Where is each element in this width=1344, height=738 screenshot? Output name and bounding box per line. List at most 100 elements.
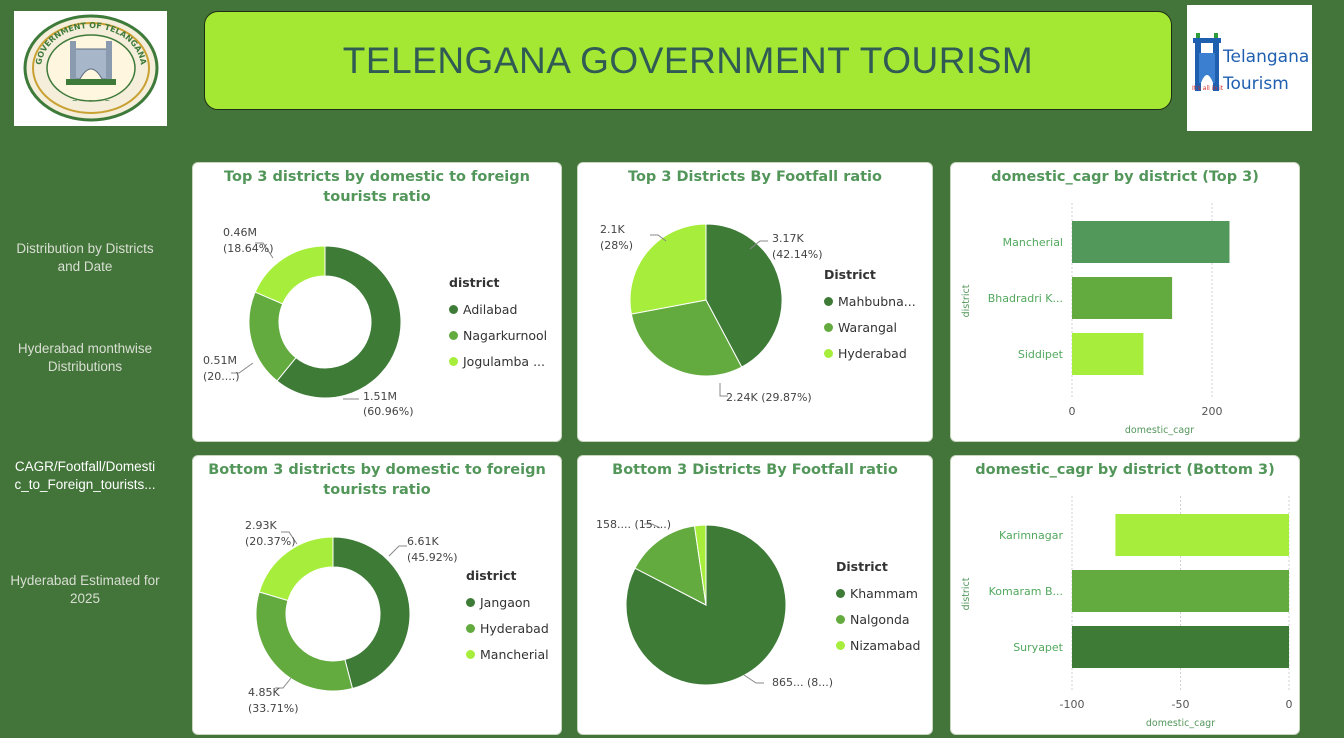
pie-data-label: (42.14%): [772, 248, 823, 261]
y-axis-title: district: [961, 284, 972, 317]
legend-marker-icon: [824, 348, 833, 358]
card-bottom3-footfall: Bottom 3 Districts By Footfall ratio 865…: [577, 455, 933, 735]
svg-text:~ ~ ~ ~ ~: ~ ~ ~ ~ ~: [72, 97, 110, 105]
donut-chart-top3-ratio: 1.51M (60.96%) 0.51M (20....) 0.46M (18.64%): [203, 226, 414, 418]
chart-title: domestic_cagr by district (Bottom 3): [975, 462, 1275, 478]
legend-item[interactable]: Adilabad: [449, 296, 547, 322]
legend-item[interactable]: Mahbubna...: [824, 288, 916, 314]
legend-item[interactable]: Mancherial: [466, 641, 549, 667]
pie-data-label: 6.61K: [407, 535, 439, 548]
telangana-tourism-logo: Telangana Tourism It's all in it: [1187, 5, 1312, 131]
bar[interactable]: [1072, 626, 1289, 668]
y-category-label: Suryapet: [1013, 641, 1063, 654]
pie-slice[interactable]: [629, 223, 707, 315]
pie-slice[interactable]: [258, 536, 334, 602]
legend-item[interactable]: Hyderabad: [824, 340, 916, 366]
pie-slice[interactable]: [276, 245, 402, 399]
nav-cagr-footfall[interactable]: CAGR/Footfall/Domesti c_to_Foreign_touri…: [14, 459, 156, 492]
y-category-label: Siddipet: [1018, 348, 1064, 361]
donut-chart-bottom3-ratio: 6.61K (45.92%) 4.85K (33.71%) 2.93K (20.37%): [245, 519, 458, 715]
pie-slice[interactable]: [630, 299, 743, 377]
pie-data-label: 0.46M: [223, 226, 257, 239]
nav-distribution-by-districts[interactable]: Distribution by Districts and Date: [16, 241, 154, 274]
pie-slice[interactable]: [634, 525, 707, 606]
label-leader-line: [255, 242, 274, 259]
card-bottom3-domestic-foreign: Bottom 3 districts by domestic to foreig…: [192, 455, 562, 735]
y-axis-title: district: [961, 577, 972, 610]
chart-title: Top 3 districts by domestic to foreign t…: [224, 169, 530, 205]
x-axis-title: domestic_cagr: [1125, 425, 1194, 436]
pie-slice[interactable]: [254, 245, 326, 305]
chart-legend: District Mahbubna... Warangal Hyderabad: [824, 267, 916, 366]
pie-data-label: 4.85K: [248, 686, 280, 699]
pie-data-label: 3.17K: [772, 232, 804, 245]
pie-data-label: 158.... (15....): [596, 518, 671, 531]
legend-marker-icon: [836, 640, 845, 650]
bar[interactable]: [1072, 333, 1144, 375]
logo-word-tourism: Tourism: [1222, 74, 1289, 94]
logo-word-telangana: Telangana: [1222, 47, 1309, 67]
bar-chart-bottom3-cagr: -100 -50 0 Karimnagar Komaram B... Suryapet do…: [961, 496, 1293, 729]
legend-marker-icon: [824, 296, 833, 306]
pie-slice[interactable]: [332, 536, 411, 690]
bar[interactable]: [1115, 514, 1289, 556]
chart-title: Top 3 Districts By Footfall ratio: [628, 169, 882, 185]
legend-item[interactable]: Warangal: [824, 314, 916, 340]
page-title: TELENGANA GOVERNMENT TOURISM: [342, 39, 1034, 81]
legend-item[interactable]: Khammam: [836, 580, 920, 606]
x-tick-label: 0: [1286, 698, 1293, 711]
card-top3-cagr: domestic_cagr by district (Top 3) 0 200 Ma…: [950, 162, 1300, 442]
pie-data-label: 2.1K: [600, 223, 625, 236]
label-leader-line: [650, 234, 667, 242]
pie-data-label: (60.96%): [363, 405, 414, 418]
x-tick-label: 0: [1069, 405, 1076, 418]
chart-legend: district Adilabad Nagarkurnool Jogulamba…: [449, 275, 547, 374]
chart-title: Bottom 3 Districts By Footfall ratio: [612, 462, 898, 478]
chart-legend: District Khammam Nalgonda Nizamabad: [836, 559, 920, 658]
label-leader-line: [743, 674, 764, 684]
legend-item[interactable]: Nalgonda: [836, 606, 920, 632]
x-tick-label: -50: [1172, 698, 1190, 711]
legend-title: District: [836, 559, 888, 574]
charminar-icon: [1193, 33, 1221, 91]
pie-data-label: (28%): [600, 239, 633, 252]
pie-data-label: 0.51M: [203, 354, 237, 367]
legend-item[interactable]: Nagarkurnool: [449, 322, 547, 348]
legend-marker-icon: [836, 588, 845, 598]
nav-hyderabad-monthwise[interactable]: Hyderabad monthwise Distributions: [17, 341, 153, 374]
y-category-label: Karimnagar: [999, 529, 1063, 542]
legend-marker-icon: [466, 623, 475, 633]
legend-marker-icon: [449, 304, 458, 314]
nav-hyderabad-estimated[interactable]: Hyderabad Estimated for 2025: [10, 573, 160, 606]
label-leader-line: [644, 523, 661, 529]
pie-data-label: (45.92%): [407, 551, 458, 564]
bar[interactable]: [1072, 277, 1173, 319]
pie-data-label: (33.71%): [248, 702, 299, 715]
x-axis-title: domestic_cagr: [1146, 718, 1215, 729]
legend-marker-icon: [824, 322, 833, 332]
pie-data-label: 865... (8...): [772, 676, 833, 689]
y-category-label: Bhadradri K...: [988, 292, 1063, 305]
label-leader-line: [281, 531, 298, 545]
legend-title: District: [824, 267, 876, 282]
pie-data-label: (18.64%): [223, 242, 274, 255]
pie-data-label: (20....): [203, 370, 240, 383]
x-tick-label: -100: [1060, 698, 1085, 711]
title-banner: TELENGANA GOVERNMENT TOURISM: [204, 11, 1172, 110]
legend-item[interactable]: Nizamabad: [836, 632, 920, 658]
pie-slice[interactable]: [255, 591, 354, 692]
legend-marker-icon: [836, 614, 845, 624]
bar[interactable]: [1072, 221, 1230, 263]
pie-slice[interactable]: [705, 223, 783, 368]
pie-slice[interactable]: [693, 524, 707, 606]
label-leader-line: [749, 240, 768, 250]
legend-item[interactable]: Jogulamba ...: [449, 348, 547, 374]
legend-item[interactable]: Jangaon: [466, 589, 549, 615]
legend-marker-icon: [449, 356, 458, 366]
label-leader-line: [388, 545, 407, 557]
legend-title: district: [449, 275, 500, 290]
bar[interactable]: [1072, 570, 1289, 612]
legend-item[interactable]: Hyderabad: [466, 615, 549, 641]
card-bottom3-cagr: domestic_cagr by district (Bottom 3) -10…: [950, 455, 1300, 735]
label-leader-line: [231, 362, 254, 374]
